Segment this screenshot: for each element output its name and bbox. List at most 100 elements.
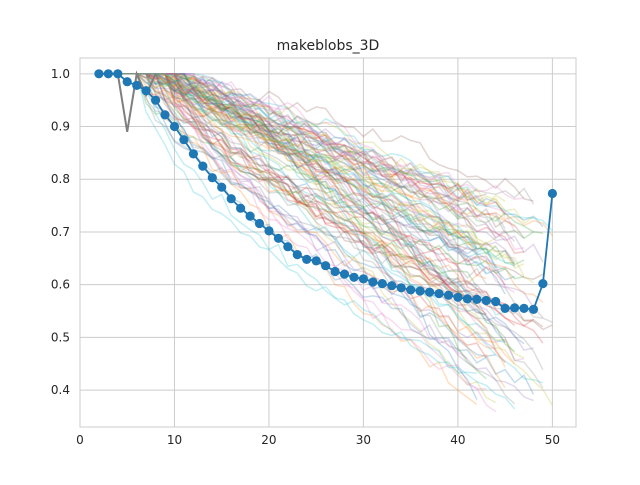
- run-line: [98, 73, 506, 242]
- mean-point: [321, 261, 331, 271]
- run-line: [98, 73, 544, 344]
- run-line: [98, 73, 497, 351]
- run-line: [98, 73, 487, 274]
- run-line: [98, 73, 535, 205]
- run-line: [98, 73, 525, 362]
- run-line: [98, 73, 468, 241]
- x-tick-label: 30: [356, 433, 371, 447]
- y-tick-label: 0.8: [51, 172, 70, 186]
- run-line: [98, 73, 544, 389]
- run-line: [98, 72, 497, 269]
- run-line: [98, 73, 496, 249]
- mean-point: [179, 135, 189, 145]
- mean-point: [547, 188, 558, 199]
- mean-point: [132, 80, 142, 90]
- run-line: [98, 73, 477, 246]
- run-line: [98, 73, 544, 328]
- mean-point: [387, 281, 397, 291]
- x-axis-ticks: 0 10 20 30 40 50: [76, 433, 560, 447]
- mean-point: [302, 254, 312, 264]
- run-line: [98, 73, 534, 225]
- mean-point: [396, 283, 406, 293]
- run-line: [98, 73, 506, 286]
- run-line: [98, 73, 515, 267]
- run-line: [98, 73, 506, 343]
- run-line: [98, 73, 516, 242]
- mean-point: [538, 279, 548, 289]
- run-line: [98, 73, 525, 359]
- mean-point: [311, 256, 321, 266]
- run-line: [98, 73, 525, 280]
- run-line: [98, 73, 534, 327]
- mean-point: [113, 69, 123, 79]
- run-line: [98, 73, 525, 239]
- run-line: [98, 73, 534, 240]
- run-line: [98, 73, 478, 246]
- mean-point: [94, 69, 104, 79]
- run-line: [98, 73, 497, 404]
- run-line: [98, 73, 516, 410]
- run-line: [98, 73, 487, 202]
- y-tick-label: 1.0: [51, 67, 70, 81]
- mean-point: [519, 303, 529, 313]
- run-line: [98, 73, 506, 363]
- run-line: [98, 73, 525, 251]
- run-line: [98, 73, 478, 406]
- run-line: [98, 73, 487, 390]
- run-line: [98, 73, 487, 359]
- run-line: [98, 73, 478, 400]
- run-line: [98, 73, 534, 202]
- mean-point: [500, 303, 510, 313]
- run-line: [98, 73, 478, 216]
- run-line: [98, 73, 525, 345]
- mean-point: [368, 277, 378, 287]
- run-line: [98, 73, 554, 237]
- mean-point: [141, 86, 151, 96]
- mean-point: [292, 250, 302, 260]
- run-line: [98, 73, 506, 215]
- plot-frame: [79, 57, 577, 428]
- run-line: [98, 73, 497, 413]
- run-line: [98, 73, 534, 351]
- mean-point: [406, 285, 416, 295]
- y-tick-label: 0.9: [51, 120, 70, 134]
- mean-point: [283, 242, 293, 252]
- run-line: [98, 73, 516, 263]
- run-line: [98, 73, 525, 201]
- mean-point: [160, 110, 170, 120]
- mean-point: [254, 218, 265, 229]
- run-line: [98, 73, 534, 284]
- run-line: [98, 73, 525, 266]
- run-line: [98, 73, 525, 255]
- x-tick-label: 0: [76, 433, 84, 447]
- y-axis-ticks: 0.4 0.5 0.6 0.7 0.8 0.9 1.0: [51, 67, 70, 397]
- run-line: [98, 73, 525, 269]
- run-line: [98, 73, 469, 198]
- run-line: [98, 73, 516, 405]
- run-line: [98, 73, 516, 233]
- mean-point: [415, 286, 425, 296]
- mean-point: [245, 211, 255, 221]
- background-runs: [98, 72, 554, 413]
- x-tick-label: 20: [261, 433, 276, 447]
- mean-point: [339, 269, 350, 279]
- run-line: [98, 73, 534, 402]
- mean-point: [377, 279, 387, 289]
- run-line: [98, 73, 487, 285]
- run-line: [98, 73, 506, 207]
- mean-point: [481, 295, 491, 306]
- mean-point: [349, 272, 359, 282]
- plot-background: [80, 58, 576, 427]
- mean-point: [330, 266, 340, 277]
- x-tick-label: 40: [450, 433, 465, 447]
- run-line: [98, 73, 478, 301]
- run-line: [98, 73, 478, 250]
- run-line: [98, 73, 487, 297]
- mean-point: [103, 69, 113, 79]
- run-line: [98, 73, 516, 228]
- y-tick-label: 0.4: [51, 383, 70, 397]
- mean-point: [226, 194, 236, 204]
- mean-point: [462, 294, 472, 304]
